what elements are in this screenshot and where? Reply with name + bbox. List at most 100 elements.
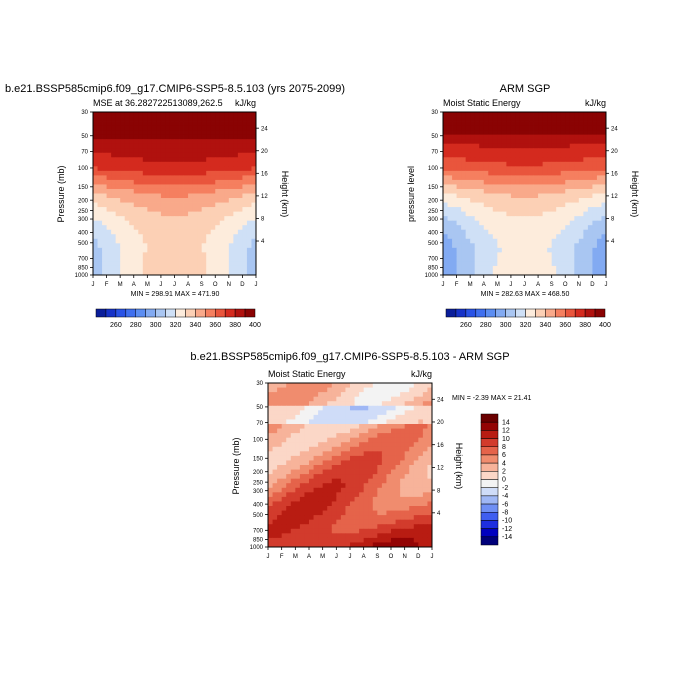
- heatmap-cell: [404, 392, 410, 398]
- heatmap-cell: [322, 414, 328, 420]
- heatmap-cell: [391, 519, 396, 525]
- heatmap-cell: [219, 116, 225, 122]
- heatmap-cell: [533, 179, 539, 185]
- heatmap-cell: [151, 270, 157, 276]
- heatmap-cell: [574, 238, 580, 244]
- heatmap-cell: [251, 207, 257, 213]
- heatmap-cell: [551, 188, 557, 194]
- heatmap-cell: [106, 193, 112, 199]
- heatmap-cell: [363, 451, 369, 457]
- heatmap-cell: [538, 157, 544, 163]
- heatmap-cell: [290, 424, 296, 429]
- heatmap-cell: [318, 460, 324, 466]
- heatmap-cell: [354, 533, 360, 539]
- heatmap-cell: [124, 139, 130, 145]
- heatmap-cell: [565, 143, 571, 149]
- heatmap-cell: [368, 387, 374, 393]
- heatmap-cell: [309, 396, 314, 402]
- heatmap-cell: [422, 465, 428, 470]
- heatmap-cell: [272, 524, 278, 530]
- heatmap-cell: [372, 519, 378, 525]
- heatmap-cell: [102, 152, 107, 158]
- heatmap-cell: [309, 433, 314, 439]
- heatmap-cell: [272, 446, 278, 452]
- heatmap-cell: [142, 256, 148, 262]
- heatmap-cell: [519, 247, 525, 253]
- heatmap-cell: [111, 220, 117, 226]
- heatmap-cell: [309, 414, 314, 420]
- heatmap-cell: [510, 157, 516, 163]
- heatmap-cell: [313, 455, 319, 461]
- heatmap-cell: [452, 261, 457, 267]
- heatmap-cell: [336, 383, 342, 388]
- heatmap-cell: [336, 437, 342, 443]
- heatmap-cell: [395, 460, 401, 466]
- heatmap-cell: [124, 157, 130, 163]
- heatmap-cell: [400, 483, 406, 489]
- heatmap-cell: [151, 243, 157, 249]
- heatmap-cell: [538, 134, 544, 140]
- heatmap-cell: [596, 229, 602, 235]
- heatmap-cell: [251, 184, 257, 190]
- heatmap-cell: [483, 170, 489, 176]
- heatmap-cell: [533, 211, 539, 217]
- heatmap-cell: [447, 207, 453, 213]
- heatmap-cell: [368, 533, 374, 539]
- heatmap-cell: [147, 252, 153, 258]
- heatmap-cell: [93, 198, 98, 203]
- heatmap-cell: [510, 161, 516, 167]
- heatmap-cell: [251, 166, 257, 172]
- heatmap-cell: [569, 270, 575, 276]
- heatmap-cell: [97, 125, 103, 131]
- heatmap-cell: [228, 188, 234, 194]
- heatmap-cell: [309, 478, 314, 484]
- heatmap-cell: [313, 414, 319, 420]
- panel-obs: ARM SGP Moist Static Energy kJ/kg pressu…: [406, 83, 640, 329]
- heatmap-cell: [281, 433, 287, 439]
- heatmap-cell: [331, 428, 337, 434]
- heatmap-cell: [206, 225, 212, 231]
- heatmap-cell: [322, 533, 328, 539]
- heatmap-cell: [147, 184, 153, 190]
- heatmap-cell: [483, 166, 489, 172]
- heatmap-cell: [165, 238, 171, 244]
- heatmap-cell: [542, 134, 548, 140]
- heatmap-cell: [142, 143, 148, 149]
- heatmap-cell: [465, 229, 471, 235]
- heatmap-cell: [578, 121, 584, 126]
- heatmap-cell: [309, 533, 314, 539]
- heatmap-cell: [237, 211, 243, 217]
- heatmap-cell: [295, 537, 301, 543]
- heatmap-cell: [391, 501, 396, 507]
- heatmap-cell: [242, 166, 248, 172]
- heatmap-cell: [515, 252, 521, 258]
- heatmap-cell: [418, 506, 424, 511]
- heatmap-cell: [215, 134, 221, 140]
- colorbar-label: 360: [209, 322, 221, 329]
- heatmap-cell: [461, 261, 467, 267]
- heatmap-cell: [322, 396, 328, 402]
- heatmap-cell: [93, 134, 98, 140]
- heatmap-cell: [479, 265, 485, 271]
- heatmap-cell: [160, 161, 166, 167]
- heatmap-cell: [381, 428, 387, 434]
- heatmap-cell: [583, 139, 589, 145]
- heatmap-cell: [277, 469, 283, 475]
- heatmap-cell: [246, 148, 252, 154]
- heatmap-cell: [461, 188, 467, 194]
- heatmap-cell: [529, 143, 534, 149]
- heatmap-cell: [470, 130, 476, 136]
- heatmap-cell: [596, 184, 602, 190]
- heatmap-cell: [304, 410, 310, 416]
- heatmap-cell: [295, 387, 301, 393]
- heatmap-cell: [409, 487, 415, 493]
- heatmap-cell: [183, 161, 189, 167]
- heatmap-cell: [242, 238, 248, 244]
- heatmap-cell: [354, 387, 360, 393]
- heatmap-cell: [560, 225, 566, 231]
- heatmap-cell: [372, 437, 378, 443]
- heatmap-cell: [395, 433, 401, 439]
- heatmap-cell: [533, 175, 539, 181]
- heatmap-cell: [206, 234, 212, 240]
- heatmap-cell: [210, 188, 216, 194]
